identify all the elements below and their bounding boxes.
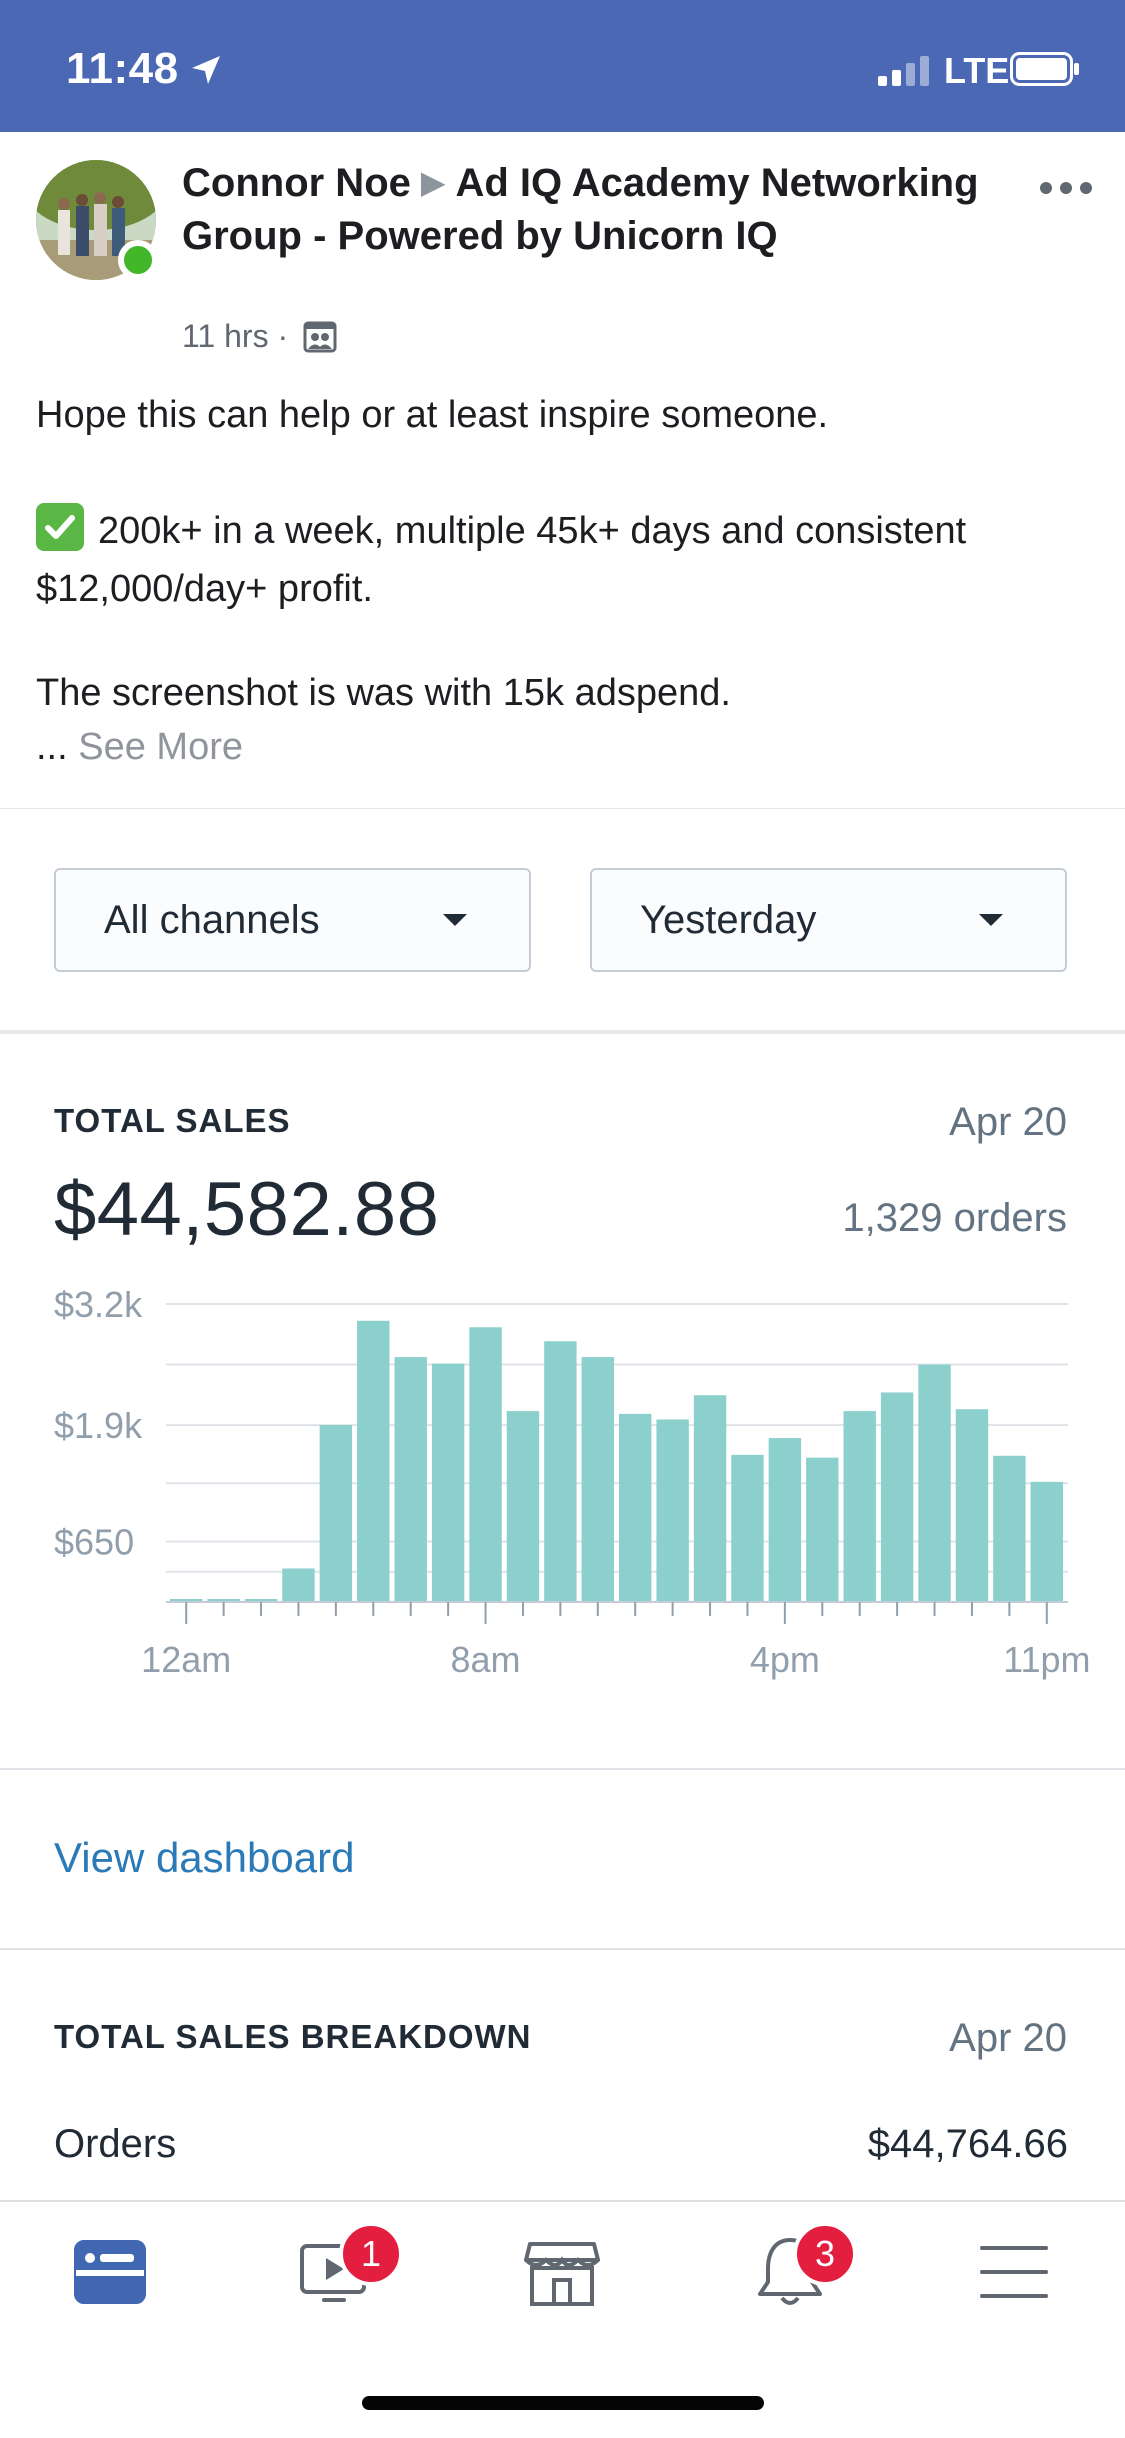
post-line: 200k+ in a week, multiple 45k+ days and … — [36, 502, 1076, 618]
breakdown-row-value: $44,764.66 — [867, 2122, 1068, 2166]
total-sales-date: Apr 20 — [949, 1100, 1067, 1144]
chevron-down-icon — [443, 914, 467, 926]
breakdown-row-orders: Orders $44,764.66 — [54, 2122, 1068, 2167]
sales-by-hour-chart: $3.2k $1.9k $650 12am 8am 4pm 11pm — [54, 1284, 1090, 1680]
chart-bar — [918, 1364, 951, 1602]
y-tick-label: $650 — [54, 1521, 134, 1562]
chart-bar — [357, 1320, 390, 1602]
post-line: Hope this can help or at least inspire s… — [36, 394, 829, 436]
chart-bar — [993, 1455, 1026, 1602]
chart-bar — [469, 1327, 502, 1602]
chart-bar — [1030, 1481, 1063, 1602]
online-status-dot — [118, 240, 158, 280]
chart-bar — [207, 1599, 240, 1602]
total-sales-amount: $44,582.88 — [54, 1167, 440, 1252]
location-arrow-icon — [192, 56, 220, 84]
post-time[interactable]: 11 hrs — [182, 318, 269, 354]
orders-count: 1,329 orders — [842, 1196, 1067, 1240]
network-label: LTE — [944, 50, 1010, 91]
chart-bar — [170, 1599, 203, 1602]
y-tick-label: $3.2k — [54, 1284, 143, 1325]
home-indicator — [362, 2396, 764, 2410]
menu-icon[interactable] — [974, 2232, 1054, 2312]
x-tick-label: 8am — [451, 1639, 521, 1680]
chart-bar — [731, 1454, 764, 1602]
chart-bar — [394, 1357, 427, 1602]
x-tick-label: 11pm — [1003, 1639, 1090, 1680]
notifications-badge: 3 — [793, 2222, 857, 2286]
see-more-line: ... See More — [36, 726, 243, 768]
chart-bar — [843, 1411, 876, 1602]
x-tick-label: 4pm — [750, 1639, 820, 1680]
chart-bar — [693, 1395, 727, 1602]
post-body: Hope this can help or at least inspire s… — [36, 386, 1076, 772]
author-name[interactable]: Connor Noe — [182, 161, 411, 205]
section-divider — [0, 1768, 1125, 1770]
watch-badge: 1 — [339, 2222, 403, 2286]
y-tick-label: $1.9k — [54, 1405, 143, 1446]
chart-bar — [880, 1392, 914, 1602]
breakdown-label: TOTAL SALES BREAKDOWN — [54, 2018, 532, 2055]
section-divider — [0, 1948, 1125, 1950]
total-sales-label: TOTAL SALES — [54, 1102, 291, 1139]
chart-bar — [656, 1419, 689, 1602]
chart-bar — [768, 1438, 802, 1602]
view-dashboard-link[interactable]: View dashboard — [54, 1834, 355, 1881]
shared-to-arrow-icon: ▶ — [420, 164, 446, 200]
chart-bar — [431, 1363, 465, 1602]
breakdown-date: Apr 20 — [949, 2016, 1067, 2060]
chart-bar — [806, 1457, 839, 1602]
battery-icon — [1010, 52, 1079, 86]
signal-bars-icon — [878, 56, 929, 86]
post-line: The screenshot is was with 15k adspend. — [36, 672, 731, 714]
breakdown-row-label: Orders — [54, 2122, 177, 2166]
group-audience-icon — [303, 321, 337, 353]
chart-bar — [282, 1568, 315, 1602]
chart-bar — [506, 1411, 540, 1602]
chevron-down-icon — [979, 914, 1003, 926]
check-mark-icon — [36, 503, 84, 551]
date-select[interactable]: Yesterday — [590, 868, 1067, 972]
see-more-link[interactable]: See More — [78, 726, 243, 768]
chart-bar — [319, 1425, 353, 1602]
channel-select[interactable]: All channels — [54, 868, 531, 972]
chart-bar — [955, 1409, 989, 1602]
news-feed-icon[interactable] — [70, 2232, 150, 2312]
status-bar: 11:48 LTE — [0, 0, 1125, 132]
group-name[interactable]: Ad IQ Academy Networking Group - Powered… — [182, 161, 979, 258]
chart-bar — [244, 1599, 278, 1602]
x-tick-label: 12am — [141, 1639, 231, 1680]
meta-separator: · — [277, 318, 289, 354]
marketplace-icon[interactable] — [522, 2232, 602, 2312]
section-divider — [0, 1030, 1125, 1034]
chart-bar — [581, 1357, 614, 1602]
chart-bar — [544, 1341, 577, 1602]
post-meta: 11 hrs · — [182, 318, 337, 355]
post-header: Connor Noe ▶ Ad IQ Academy Networking Grou… — [182, 158, 1022, 262]
screenshot-top-border — [0, 808, 1125, 809]
more-options-icon[interactable] — [1038, 178, 1094, 198]
chart-bar — [619, 1413, 652, 1602]
status-time: 11:48 — [66, 44, 179, 93]
